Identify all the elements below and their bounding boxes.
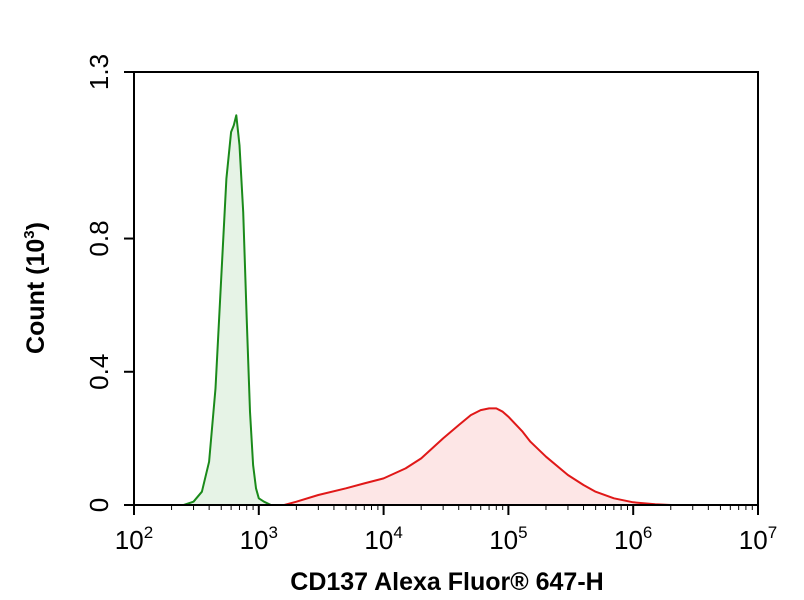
x-tick-exponent: 7: [768, 523, 777, 542]
y-tick-label: 0.4: [84, 354, 114, 390]
y-axis-label-main: Count (10: [22, 239, 50, 354]
y-axis-label: Count (103): [21, 222, 50, 354]
x-tick-exponent: 4: [393, 523, 402, 542]
x-tick-label: 107: [739, 523, 777, 555]
x-tick-exponent: 2: [144, 523, 153, 542]
y-axis-label-close: ): [22, 222, 50, 230]
x-tick-base: 10: [115, 525, 144, 555]
x-tick-base: 10: [614, 525, 643, 555]
x-tick-label: 102: [115, 523, 153, 555]
x-tick-exponent: 6: [643, 523, 652, 542]
y-tick-label: 0: [84, 498, 114, 512]
x-tick-base: 10: [489, 525, 518, 555]
x-tick-exponent: 5: [518, 523, 527, 542]
x-axis-label: CD137 Alexa Fluor® 647-H: [290, 568, 603, 596]
plot-frame: [133, 71, 759, 506]
histogram-line-1: [284, 407, 671, 506]
y-tick-label: 1.3: [84, 54, 114, 90]
y-axis-label-exponent: 3: [21, 230, 38, 238]
y-tick-label: 0.8: [84, 220, 114, 256]
x-tick-base: 10: [364, 525, 393, 555]
x-tick-label: 103: [240, 523, 278, 555]
x-tick-base: 10: [240, 525, 269, 555]
histogram-line-0: [183, 114, 281, 506]
x-tick-exponent: 3: [269, 523, 278, 542]
histogram-fill-1: [284, 408, 671, 505]
x-tick-label: 104: [364, 523, 402, 555]
x-tick-label: 105: [489, 523, 527, 555]
x-tick-label: 106: [614, 523, 652, 555]
histogram-fill-0: [183, 115, 281, 506]
x-tick-base: 10: [739, 525, 768, 555]
